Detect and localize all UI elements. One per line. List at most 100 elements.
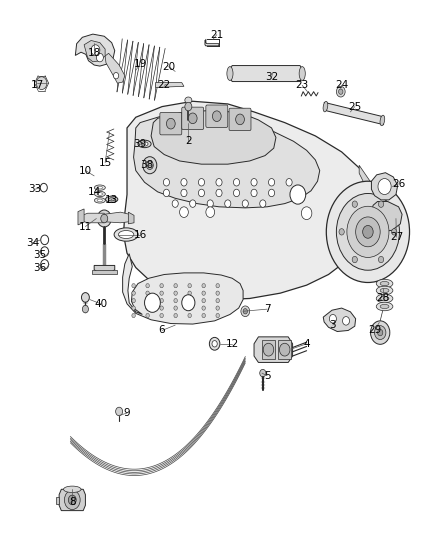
Circle shape [36, 77, 47, 90]
Text: 32: 32 [265, 72, 278, 82]
Circle shape [202, 298, 205, 303]
Ellipse shape [64, 486, 81, 492]
Circle shape [146, 284, 149, 288]
Circle shape [116, 407, 123, 416]
Circle shape [263, 343, 274, 356]
Text: 5: 5 [264, 371, 271, 381]
Circle shape [352, 256, 357, 263]
Circle shape [212, 111, 221, 122]
Polygon shape [75, 34, 115, 66]
Circle shape [233, 189, 240, 197]
Ellipse shape [380, 304, 389, 309]
Circle shape [371, 321, 390, 344]
Text: 7: 7 [264, 304, 271, 314]
Circle shape [174, 298, 177, 303]
Circle shape [172, 200, 178, 207]
Circle shape [198, 179, 205, 186]
Polygon shape [262, 340, 275, 359]
Polygon shape [151, 110, 276, 164]
Polygon shape [78, 209, 84, 225]
Circle shape [188, 298, 191, 303]
Circle shape [64, 490, 80, 510]
Circle shape [40, 183, 47, 192]
Circle shape [190, 200, 196, 207]
Circle shape [339, 229, 344, 235]
Circle shape [242, 200, 248, 207]
Text: 25: 25 [348, 102, 361, 111]
Text: 2: 2 [185, 136, 192, 146]
Ellipse shape [380, 288, 389, 293]
Circle shape [82, 305, 88, 313]
Ellipse shape [97, 193, 102, 195]
Circle shape [143, 157, 157, 174]
Circle shape [378, 256, 384, 263]
Circle shape [202, 306, 205, 310]
Circle shape [163, 179, 170, 186]
Ellipse shape [376, 279, 393, 288]
Circle shape [216, 298, 219, 303]
Ellipse shape [380, 296, 389, 301]
Circle shape [188, 313, 191, 318]
Circle shape [260, 200, 266, 207]
Circle shape [279, 343, 290, 356]
Polygon shape [124, 101, 372, 300]
Ellipse shape [138, 140, 151, 148]
Circle shape [286, 179, 292, 186]
Circle shape [182, 295, 195, 311]
Circle shape [343, 317, 350, 325]
Ellipse shape [118, 230, 134, 239]
Polygon shape [81, 213, 104, 223]
Circle shape [233, 179, 240, 186]
Circle shape [41, 235, 49, 245]
Circle shape [209, 337, 220, 350]
Text: 29: 29 [368, 326, 381, 335]
Circle shape [336, 86, 345, 97]
Circle shape [91, 45, 100, 55]
Text: 40: 40 [94, 299, 107, 309]
Text: 22: 22 [158, 80, 171, 90]
Polygon shape [59, 489, 85, 511]
Ellipse shape [185, 97, 192, 103]
Circle shape [347, 206, 389, 257]
Circle shape [132, 291, 135, 295]
Ellipse shape [380, 115, 385, 126]
Circle shape [329, 314, 336, 323]
Circle shape [378, 179, 391, 195]
Polygon shape [104, 212, 129, 223]
Circle shape [146, 161, 153, 169]
Polygon shape [56, 497, 59, 504]
Circle shape [268, 179, 275, 186]
Polygon shape [370, 201, 402, 232]
Circle shape [352, 201, 357, 207]
Circle shape [188, 113, 197, 124]
Text: 38: 38 [140, 160, 153, 170]
Circle shape [188, 284, 191, 288]
Polygon shape [155, 83, 184, 87]
Polygon shape [371, 173, 398, 200]
Ellipse shape [97, 199, 102, 201]
Circle shape [207, 200, 213, 207]
Circle shape [290, 185, 306, 204]
Ellipse shape [95, 198, 105, 203]
Text: 9: 9 [124, 408, 131, 418]
Circle shape [260, 369, 266, 377]
Text: 10: 10 [79, 166, 92, 175]
Text: 12: 12 [226, 339, 239, 349]
Circle shape [146, 306, 149, 310]
Circle shape [202, 291, 205, 295]
Text: 4: 4 [303, 339, 310, 349]
Text: 19: 19 [134, 59, 147, 69]
Ellipse shape [141, 142, 148, 146]
Polygon shape [254, 337, 293, 362]
Text: 27: 27 [390, 232, 403, 242]
Text: 3: 3 [329, 320, 336, 330]
Circle shape [185, 102, 192, 111]
Text: 16: 16 [134, 230, 147, 239]
Text: 20: 20 [162, 62, 175, 71]
Circle shape [132, 313, 135, 318]
Text: 17: 17 [31, 80, 44, 90]
Circle shape [188, 306, 191, 310]
Circle shape [188, 291, 191, 295]
Circle shape [160, 298, 163, 303]
Ellipse shape [376, 302, 393, 311]
